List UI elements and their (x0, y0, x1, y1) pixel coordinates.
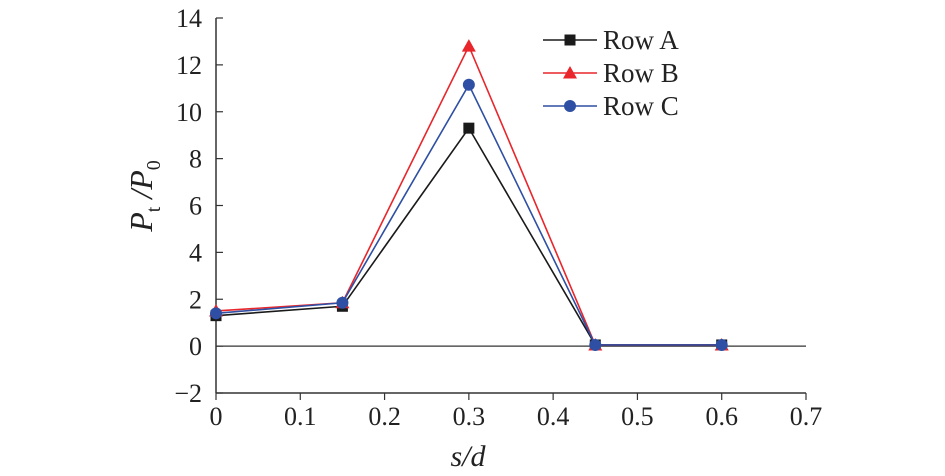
y-tick-label: 4 (189, 238, 202, 267)
data-point (463, 122, 475, 134)
legend-marker (564, 100, 576, 112)
x-tick-label: 0.6 (705, 402, 738, 431)
legend-label: Row A (603, 25, 679, 55)
x-tick-label: 0.4 (537, 402, 570, 431)
x-tick-label: 0.1 (284, 402, 317, 431)
x-tick-label: 0.5 (621, 402, 654, 431)
y-axis-title-sub1: t (143, 206, 165, 212)
data-point (462, 78, 475, 91)
series-row-c (210, 78, 728, 351)
legend-entry: Row B (543, 58, 679, 88)
legend-label: Row B (603, 58, 679, 88)
y-axis-title-main: P (123, 212, 159, 233)
y-tick-label: 10 (176, 98, 202, 127)
y-tick-label: 0 (189, 332, 202, 361)
y-tick-label: −2 (174, 379, 202, 408)
x-tick-label: 0.2 (368, 402, 401, 431)
y-tick-label: 14 (176, 4, 202, 33)
x-tick-label: 0.7 (790, 402, 823, 431)
data-point (210, 307, 222, 320)
legend-marker (564, 34, 576, 46)
data-point (461, 39, 476, 52)
x-tick-label: 0 (210, 402, 223, 431)
legend-entry: Row A (543, 25, 679, 55)
legend-entry: Row C (543, 91, 679, 121)
axes (215, 18, 806, 394)
series-row-a (210, 122, 728, 351)
y-tick-label: 6 (189, 192, 202, 221)
series-layer (209, 39, 729, 351)
x-tick-label: 0.3 (453, 402, 486, 431)
series-line (215, 126, 722, 346)
x-axis-title: s/d (450, 440, 486, 473)
data-point (336, 296, 349, 309)
y-axis-title: Pt /P0 (123, 160, 165, 233)
y-tick-label: 12 (176, 51, 202, 80)
y-axis-title-sep: /P (123, 170, 159, 206)
ticks: 0 0.1 0.2 0.3 0.4 0.5 0.6 0.7 −2 0 2 4 6 8 10 12 14 (174, 4, 822, 431)
legend-marker (563, 66, 577, 79)
data-point (589, 338, 602, 351)
y-tick-label: 2 (189, 285, 202, 314)
data-point (715, 338, 728, 351)
y-tick-label: 8 (189, 145, 202, 174)
y-axis-title-sub2: 0 (143, 160, 165, 170)
legend-label: Row C (603, 91, 679, 121)
